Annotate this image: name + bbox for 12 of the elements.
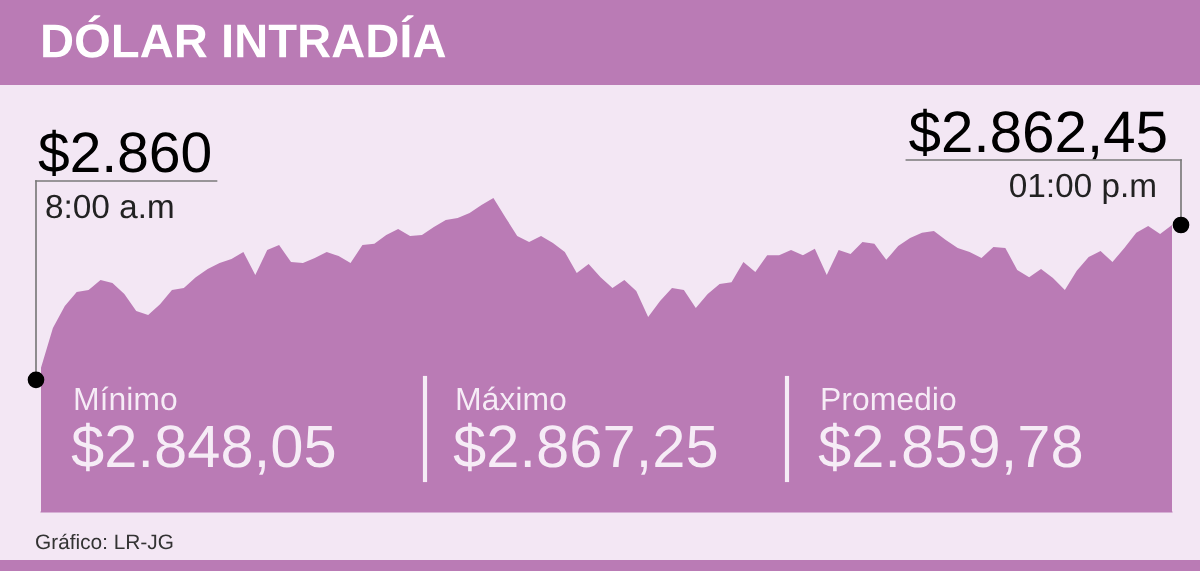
annotation: 01:00 p.m: [1010, 173, 1155, 204]
text: $2.862,45: [909, 108, 1166, 160]
annotation: Promedio: [822, 386, 956, 411]
annotation: Mínimo: [75, 386, 177, 411]
chart-title: DÓLAR INTRADÍA: [43, 15, 446, 58]
annotation: $2.867,25: [453, 422, 717, 475]
annotation: Máximo: [457, 386, 566, 411]
annotation: 8:00 a.m: [46, 194, 173, 219]
text: $2.860: [38, 129, 210, 176]
annotation: $2.859,78: [818, 422, 1082, 475]
annotation: $2.848,05: [71, 422, 335, 475]
text: Gráfico: LR-JG: [36, 533, 173, 550]
